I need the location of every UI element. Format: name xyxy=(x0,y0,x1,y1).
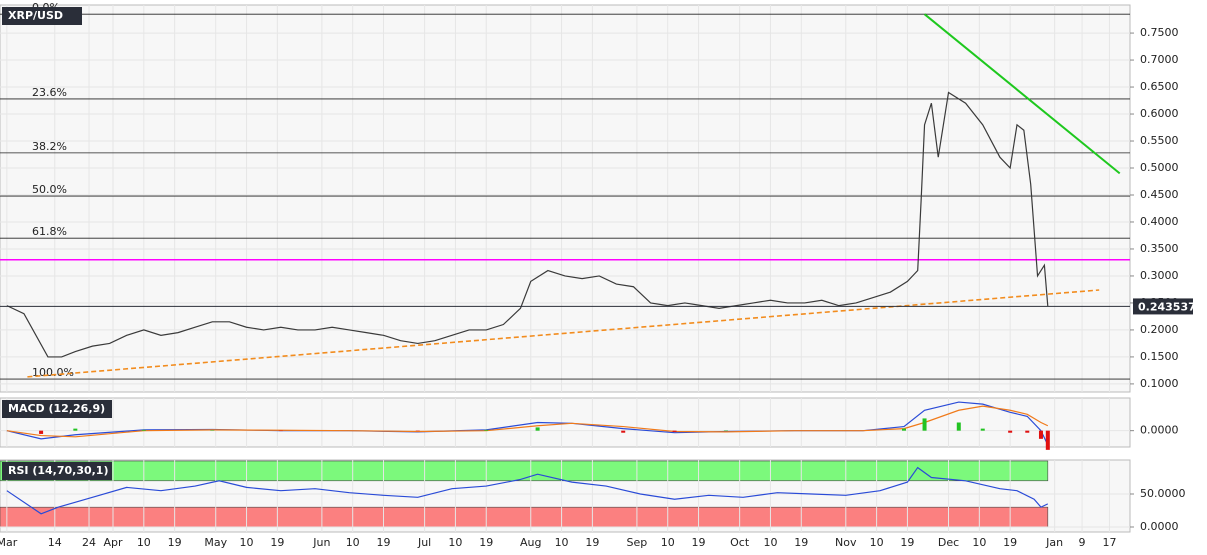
x-tick-label: 19 xyxy=(1003,536,1017,549)
macd-histogram-bar xyxy=(1045,430,1050,450)
macd-histogram-bar xyxy=(73,428,78,431)
x-tick-label: Jun xyxy=(312,536,330,549)
x-tick-label: 10 xyxy=(346,536,360,549)
x-tick-label: 9 xyxy=(1079,536,1086,549)
y-tick-label: 0.3000 xyxy=(1140,269,1179,282)
x-tick-label: Jan xyxy=(1045,536,1063,549)
title-box xyxy=(2,400,112,418)
y-tick-label: 0.5000 xyxy=(1140,161,1179,174)
y-tick-label: 0.1000 xyxy=(1140,377,1179,390)
x-tick-label: Jul xyxy=(417,536,431,549)
x-tick-label: Mar xyxy=(0,536,18,549)
y-tick-label: 0.4000 xyxy=(1140,215,1179,228)
macd-histogram-bar xyxy=(621,430,626,433)
panel-bg xyxy=(0,4,1131,393)
panel-title: RSI (14,70,30,1) xyxy=(8,464,108,477)
x-tick-label: 10 xyxy=(763,536,777,549)
y-tick-label: 0.1500 xyxy=(1140,350,1179,363)
x-tick-label: 10 xyxy=(137,536,151,549)
panel-title: XRP/USD xyxy=(8,9,63,22)
y-tick-label: 0.4500 xyxy=(1140,188,1179,201)
macd-histogram-bar xyxy=(141,429,146,431)
y-tick-label: 0.7000 xyxy=(1140,53,1179,66)
y-tick-label: 50.0000 xyxy=(1140,487,1186,500)
x-tick-label: 19 xyxy=(479,536,493,549)
y-tick-label: 0.7500 xyxy=(1140,26,1179,39)
x-tick-label: Dec xyxy=(938,536,959,549)
series-line xyxy=(6,91,1049,358)
band xyxy=(0,506,1049,528)
x-tick-label: 19 xyxy=(900,536,914,549)
macd-histogram-bar xyxy=(1008,430,1013,433)
x-tick-label: Sep xyxy=(627,536,648,549)
macd-histogram-bar xyxy=(1025,430,1030,433)
x-tick-label: 17 xyxy=(1102,536,1116,549)
y-tick-label: 0.0000 xyxy=(1140,424,1179,437)
x-tick-label: Nov xyxy=(835,536,857,549)
macd-histogram-bar xyxy=(980,428,985,431)
trendline xyxy=(923,13,1121,175)
last-price-tag xyxy=(1133,298,1193,315)
x-tick-label: 14 xyxy=(48,536,62,549)
x-tick-label: Oct xyxy=(730,536,750,549)
last-price-label: 0.243537 xyxy=(1138,300,1196,313)
series-line xyxy=(6,405,1049,438)
x-tick-label: 24 xyxy=(82,536,96,549)
y-tick-label: 0.6500 xyxy=(1140,80,1179,93)
macd-histogram-bar xyxy=(484,429,489,431)
x-tick-label: 19 xyxy=(692,536,706,549)
x-tick-label: May xyxy=(204,536,227,549)
x-tick-label: 19 xyxy=(377,536,391,549)
macd-histogram-bar xyxy=(39,430,44,434)
macd-histogram-bar xyxy=(902,428,906,431)
x-tick-label: Apr xyxy=(103,536,123,549)
y-tick-label: 0.0000 xyxy=(1140,520,1179,533)
x-tick-label: 19 xyxy=(585,536,599,549)
title-box xyxy=(2,7,82,25)
fib-label: 61.8% xyxy=(32,225,67,238)
band xyxy=(0,460,1049,482)
macd-histogram-bar xyxy=(1038,430,1043,439)
x-tick-label: 10 xyxy=(555,536,569,549)
y-tick-label: 0.5500 xyxy=(1140,134,1179,147)
x-tick-label: 19 xyxy=(168,536,182,549)
y-tick-label: 0.3500 xyxy=(1140,242,1179,255)
x-tick-label: 19 xyxy=(794,536,808,549)
fib-label: 100.0% xyxy=(32,366,74,379)
macd-histogram-bar xyxy=(922,418,927,431)
x-tick-label: 19 xyxy=(270,536,284,549)
macd-histogram-bar xyxy=(672,430,677,432)
trendline xyxy=(27,289,1100,378)
x-tick-label: 10 xyxy=(448,536,462,549)
panel-title: MACD (12,26,9) xyxy=(8,402,105,415)
x-tick-label: 10 xyxy=(661,536,675,549)
x-tick-label: 10 xyxy=(240,536,254,549)
macd-histogram-bar xyxy=(956,422,961,431)
macd-histogram-bar xyxy=(535,427,540,431)
y-tick-label: 0.6000 xyxy=(1140,107,1179,120)
title-box xyxy=(2,462,112,480)
x-tick-label: 10 xyxy=(972,536,986,549)
fib-label: 38.2% xyxy=(32,140,67,153)
x-tick-label: Aug xyxy=(520,536,541,549)
x-tick-label: 10 xyxy=(870,536,884,549)
series-line xyxy=(6,466,1049,515)
fib-label: 23.6% xyxy=(32,86,67,99)
fib-label: 50.0% xyxy=(32,183,67,196)
y-tick-label: 0.2000 xyxy=(1140,323,1179,336)
